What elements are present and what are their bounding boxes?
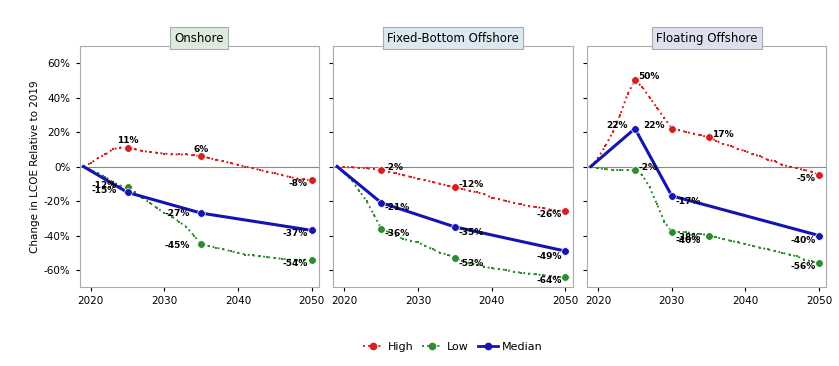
Text: -64%: -64% — [536, 276, 561, 285]
Text: 6%: 6% — [194, 145, 209, 154]
Text: -27%: -27% — [164, 209, 190, 218]
Text: -12%: -12% — [459, 180, 484, 189]
Text: -40%: -40% — [676, 236, 701, 245]
Text: 17%: 17% — [712, 130, 734, 139]
Title: Fixed-Bottom Offshore: Fixed-Bottom Offshore — [387, 31, 519, 45]
Text: -56%: -56% — [790, 262, 816, 271]
Text: -26%: -26% — [536, 210, 561, 219]
Text: -53%: -53% — [459, 259, 484, 268]
Title: Floating Offshore: Floating Offshore — [656, 31, 758, 45]
Text: -17%: -17% — [675, 197, 701, 206]
Text: -2%: -2% — [385, 163, 404, 172]
Text: -8%: -8% — [289, 179, 308, 188]
Text: 11%: 11% — [117, 136, 138, 145]
Text: -37%: -37% — [283, 229, 308, 238]
Text: -54%: -54% — [283, 259, 308, 268]
Text: -21%: -21% — [385, 203, 410, 212]
Text: 22%: 22% — [643, 121, 664, 130]
Text: -40%: -40% — [790, 236, 816, 245]
Text: 50%: 50% — [638, 72, 660, 81]
Text: -49%: -49% — [536, 252, 561, 261]
Text: -12%: -12% — [91, 181, 117, 190]
Text: -36%: -36% — [385, 229, 410, 238]
Text: -5%: -5% — [796, 174, 816, 183]
Y-axis label: Change in LCOE Relative to 2019: Change in LCOE Relative to 2019 — [29, 80, 39, 253]
Title: Onshore: Onshore — [175, 31, 224, 45]
Text: -2%: -2% — [638, 163, 658, 172]
Text: -45%: -45% — [164, 242, 190, 250]
Text: -35%: -35% — [459, 228, 484, 236]
Text: -38%: -38% — [675, 233, 701, 242]
Legend: High, Low, Median: High, Low, Median — [359, 338, 547, 357]
Text: -15%: -15% — [91, 186, 117, 195]
Text: 22%: 22% — [606, 121, 628, 130]
